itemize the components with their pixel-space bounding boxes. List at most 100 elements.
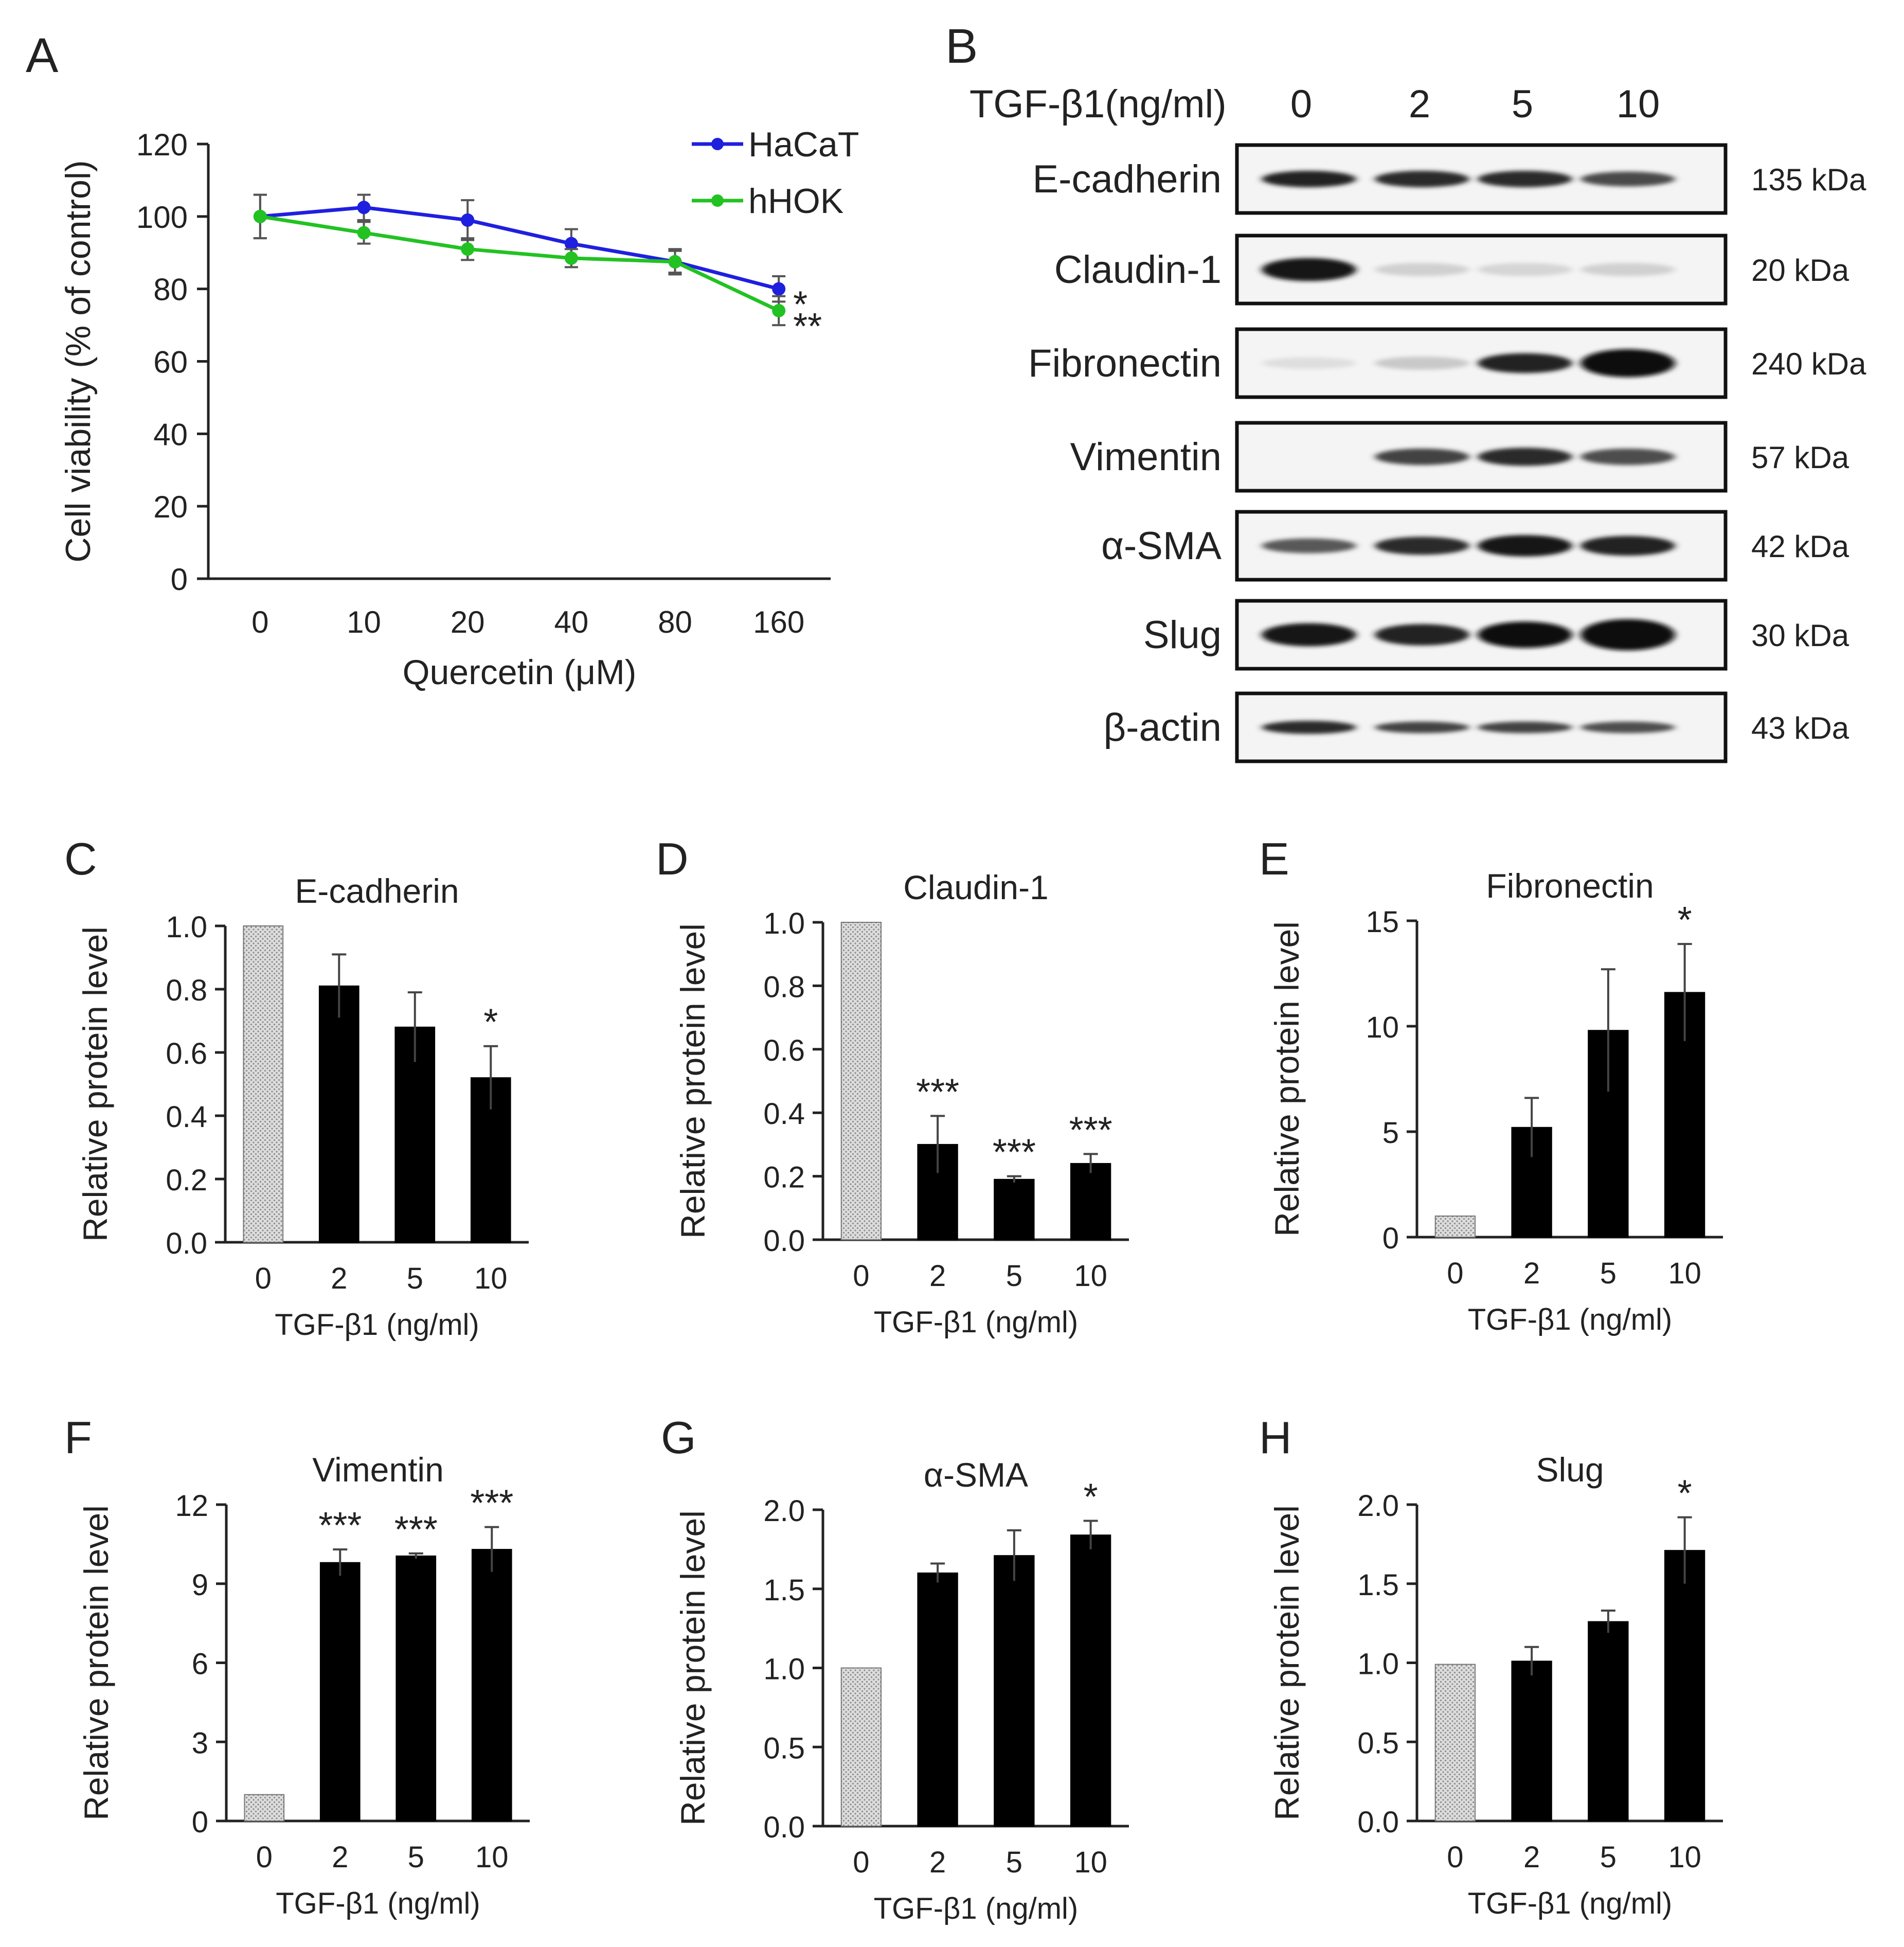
protein-label: E-cadherin [1032, 157, 1222, 201]
kda-label: 43 kDa [1751, 711, 1849, 745]
y-tick-label: 1.0 [763, 907, 805, 940]
treated-bar [1070, 1163, 1111, 1240]
legend-label: hHOK [748, 182, 843, 221]
y-tick-label: 2.0 [763, 1494, 805, 1528]
y-tick-label: 2.0 [1357, 1489, 1399, 1523]
kda-label: 57 kDa [1751, 440, 1849, 475]
y-axis-label: Relative protein level [77, 1505, 115, 1820]
x-tick-label: 2 [1523, 1257, 1540, 1290]
significance-marker: *** [470, 1483, 513, 1524]
protein-band [1580, 619, 1675, 651]
treated-bar [917, 1573, 958, 1827]
treated-bar [319, 1562, 361, 1821]
legend-label: HaCaT [748, 125, 859, 164]
protein-band [1375, 721, 1469, 734]
significance-marker: *** [394, 1509, 438, 1550]
panel-letter-b: B [945, 19, 978, 74]
x-tick-label: 2 [331, 1262, 347, 1295]
control-bar [243, 925, 284, 1243]
y-tick-label: 15 [1366, 905, 1399, 939]
protein-label: Slug [1143, 613, 1222, 657]
significance-marker: *** [1069, 1110, 1112, 1151]
treated-bar [1664, 1550, 1705, 1822]
treated-bar [471, 1549, 512, 1821]
protein-band [1375, 263, 1469, 276]
significance-marker: * [793, 284, 807, 326]
protein-band [1580, 263, 1675, 276]
x-tick-label: 80 [658, 605, 692, 639]
x-axis-label: TGF-β1 (ng/ml) [1468, 1303, 1672, 1336]
y-tick-label: 0.4 [763, 1097, 805, 1131]
series-line-hacat [260, 205, 780, 291]
y-tick-label: 0.0 [1357, 1806, 1399, 1839]
x-tick-label: 0 [853, 1259, 869, 1293]
x-tick-label: 40 [554, 605, 588, 639]
x-tick-label: 0 [853, 1846, 869, 1879]
x-tick-label: 0 [1447, 1257, 1463, 1290]
x-tick-label: 2 [332, 1841, 348, 1874]
x-tick-label: 5 [407, 1262, 423, 1295]
y-tick-label: 0.0 [763, 1224, 805, 1258]
chart-title: Slug [1536, 1451, 1604, 1489]
y-tick-label: 6 [192, 1648, 208, 1681]
control-bar [244, 1794, 285, 1821]
data-point [357, 201, 371, 215]
x-tick-label: 10 [347, 605, 381, 639]
panel-letter-c: C [64, 833, 97, 884]
protein-band [1375, 624, 1469, 646]
protein-band [1262, 623, 1356, 647]
panel-letter-d: D [656, 833, 689, 884]
x-tick-label: 10 [474, 1262, 508, 1295]
panel-letter-a: A [26, 28, 59, 83]
protein-band [1580, 449, 1675, 465]
y-tick-label: 0.2 [763, 1161, 805, 1194]
dose-label: 0 [1290, 82, 1312, 126]
y-tick-label: 9 [192, 1568, 208, 1602]
x-axis-label: TGF-β1 (ng/ml) [874, 1306, 1078, 1339]
x-tick-label: 2 [1523, 1841, 1540, 1874]
x-tick-label: 10 [1074, 1846, 1107, 1879]
y-tick-label: 5 [1382, 1116, 1399, 1150]
bar-chart-alpha-sma: α-SMA 0.0 0.5 1.0 1.5 2.0 0 2 5 * 10 TGF-β1 (ng/ml)… [674, 1456, 1129, 1925]
y-tick-label: 0.6 [763, 1034, 805, 1067]
y-axis-label: Relative protein level [1268, 921, 1306, 1237]
data-point [564, 237, 578, 251]
y-tick-label: 0 [192, 1806, 208, 1839]
protein-band [1375, 356, 1469, 370]
y-axis-label: Relative protein level [1268, 1505, 1306, 1820]
y-axis-label: Cell viability (% of control) [59, 160, 98, 562]
x-axis-label: TGF-β1 (ng/ml) [1468, 1887, 1672, 1920]
protein-band [1478, 263, 1572, 276]
x-tick-label: 5 [1006, 1259, 1022, 1293]
protein-band [1262, 171, 1356, 187]
line-chart-cell-viability: 0 20 40 60 80 100 120 0 10 20 40 80 160 Quercetin (μM… [59, 125, 859, 692]
y-tick-label: 100 [136, 200, 188, 235]
panel-c: C E-cadherin 0.0 0.2 0.4 0.6 0.8 1.0 0 2 5 * 10 TGF-… [64, 833, 529, 1342]
y-tick-label: 0.0 [166, 1227, 207, 1260]
protein-band [1262, 258, 1356, 281]
protein-band [1580, 349, 1675, 378]
significance-marker: * [1678, 900, 1692, 941]
kda-label: 42 kDa [1751, 529, 1849, 564]
panel-letter-h: H [1259, 1412, 1292, 1463]
y-tick-label: 1.5 [763, 1574, 805, 1607]
data-point [461, 213, 475, 227]
x-axis-label: TGF-β1 (ng/ml) [275, 1308, 479, 1342]
treatment-label: TGF-β1(ng/ml) [969, 82, 1227, 126]
x-axis-label: TGF-β1 (ng/ml) [276, 1887, 480, 1920]
protein-band [1262, 538, 1356, 553]
bar-chart-claudin-1: Claudin-1 0.0 0.2 0.4 0.6 0.8 1.0 0 *** 2 *** 5 *** 1… [674, 868, 1129, 1339]
treated-bar [396, 1555, 437, 1821]
y-axis-label: Relative protein level [76, 926, 114, 1242]
x-tick-label: 0 [255, 1262, 272, 1295]
bar-chart-vimentin: Vimentin 0 3 6 9 12 0 *** 2 *** 5 *** 10 TGF-β1 (ng/m… [77, 1451, 530, 1920]
panel-f: F Vimentin 0 3 6 9 12 0 *** 2 *** 5 *** 10 TGF-β1 (ng… [64, 1412, 530, 1920]
y-tick-label: 10 [1366, 1011, 1399, 1044]
control-bar [840, 922, 882, 1240]
protein-band [1580, 171, 1675, 187]
treated-bar [318, 985, 360, 1243]
data-point [461, 242, 475, 256]
bar-chart-e-cadherin: E-cadherin 0.0 0.2 0.4 0.6 0.8 1.0 0 2 5 * 10 TGF-β1… [76, 872, 529, 1342]
x-axis-label: Quercetin (μM) [403, 653, 637, 692]
